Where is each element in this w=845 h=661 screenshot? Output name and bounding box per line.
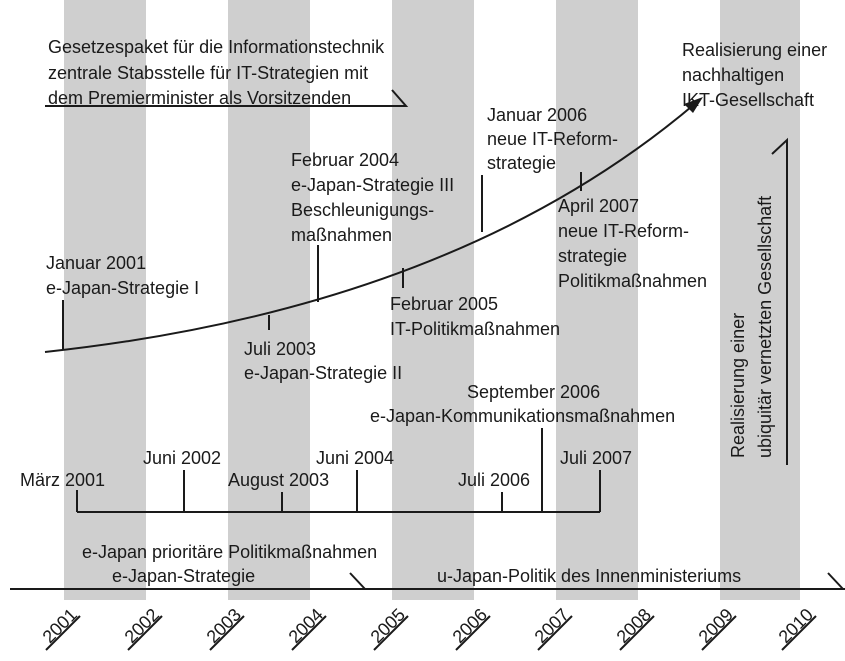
event-text: März 2001 — [20, 470, 105, 490]
year-tick — [291, 615, 327, 651]
event-text: August 2003 — [228, 470, 329, 490]
year-tick — [45, 615, 81, 651]
event-text: September 2006 — [467, 382, 600, 402]
event-text: strategie — [487, 153, 556, 173]
stripe — [556, 0, 638, 600]
year-label: 2004 — [285, 605, 327, 647]
note-text: zentrale Stabsstelle für IT-Strategien m… — [48, 63, 368, 83]
vision-text: ubiquitär vernetzten Gesellschaft — [755, 196, 775, 458]
year-label: 2007 — [531, 605, 573, 647]
year-label: 2003 — [203, 605, 245, 647]
curve-arrowhead — [684, 97, 703, 113]
goal-text: nachhaltigen — [682, 65, 784, 85]
year-label: 2009 — [695, 605, 737, 647]
vision-line — [771, 137, 788, 465]
year-tick — [619, 615, 655, 651]
note-underline — [45, 89, 409, 107]
year-tick — [455, 615, 491, 651]
year-tick — [701, 615, 737, 651]
phase-divider — [827, 572, 844, 590]
phase-label: e-Japan-Strategie — [112, 566, 255, 586]
year-tick — [373, 615, 409, 651]
year-labels: 2001 2002 2003 2004 2005 2006 2007 2008 2009 2010 — [39, 605, 817, 651]
curve-ticks — [62, 172, 582, 350]
event-text: IT-Politikmaßnahmen — [390, 319, 560, 339]
note-text: Gesetzespaket für die Informationstechni… — [48, 37, 385, 57]
year-label: 2010 — [775, 605, 817, 647]
event-text: Politikmaßnahmen — [558, 271, 707, 291]
year-tick — [781, 615, 817, 651]
event-text: Juni 2004 — [316, 448, 394, 468]
event-text: Juli 2006 — [458, 470, 530, 490]
goal-text: IKT-Gesellschaft — [682, 90, 814, 110]
event-text: Beschleunigungs- — [291, 200, 434, 220]
bracket-label: e-Japan prioritäre Politikmaßnahmen — [82, 542, 377, 562]
event-text: Januar 2006 — [487, 105, 587, 125]
year-label: 2001 — [39, 605, 81, 647]
event-text: neue IT-Reform- — [558, 221, 689, 241]
event-text: neue IT-Reform- — [487, 129, 618, 149]
event-text: e-Japan-Kommunikationsmaßnahmen — [370, 406, 675, 426]
year-label: 2008 — [613, 605, 655, 647]
year-tick — [209, 615, 245, 651]
event-text: Januar 2001 — [46, 253, 146, 273]
event-text: Juni 2002 — [143, 448, 221, 468]
goal-text: Realisierung einer — [682, 40, 827, 60]
event-text: e-Japan-Strategie II — [244, 363, 402, 383]
year-tick — [127, 615, 163, 651]
event-text: Juli 2007 — [560, 448, 632, 468]
event-text: April 2007 — [558, 196, 639, 216]
stripe — [392, 0, 474, 600]
event-text: Juli 2003 — [244, 339, 316, 359]
year-tick — [537, 615, 573, 651]
vision-text: Realisierung einer — [728, 313, 748, 458]
growth-curve — [44, 101, 698, 353]
event-text: maßnahmen — [291, 225, 392, 245]
event-text: e-Japan-Strategie III — [291, 175, 454, 195]
event-text: strategie — [558, 246, 627, 266]
note-text: dem Premierminister als Vorsitzenden — [48, 88, 351, 108]
year-label: 2006 — [449, 605, 491, 647]
event-text: Februar 2005 — [390, 294, 498, 314]
phase-divider — [349, 572, 366, 590]
event-text: e-Japan-Strategie I — [46, 278, 199, 298]
phase-label: u-Japan-Politik des Innenministeriums — [437, 566, 741, 586]
year-label: 2005 — [367, 605, 409, 647]
year-label: 2002 — [121, 605, 163, 647]
stripes — [64, 0, 800, 600]
stripe — [228, 0, 310, 600]
event-text: Februar 2004 — [291, 150, 399, 170]
